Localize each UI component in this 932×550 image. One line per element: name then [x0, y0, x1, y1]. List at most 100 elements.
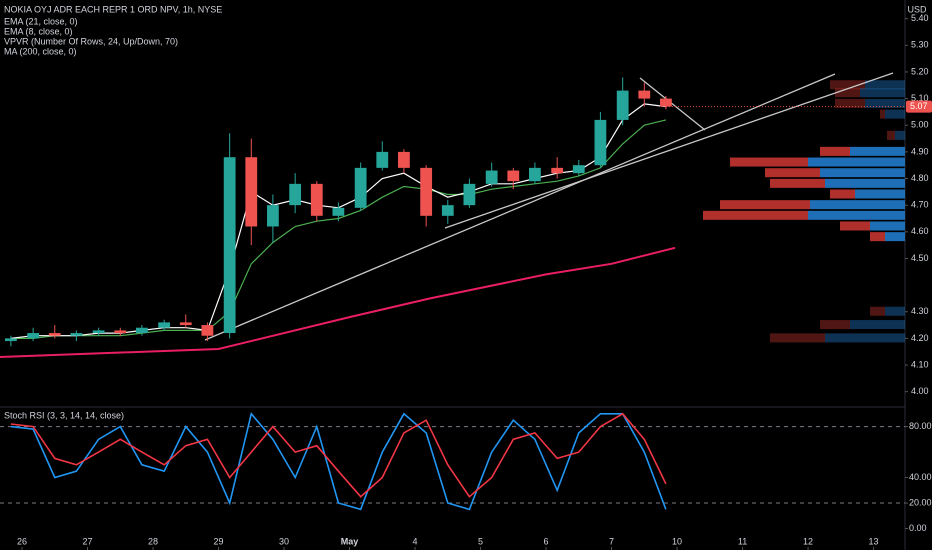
y-tick-label: 5.10: [911, 93, 929, 103]
candle-body: [289, 183, 302, 206]
y-tick-label: 4.00: [911, 386, 929, 396]
trendline: [639, 77, 706, 131]
vp-down-bar: [830, 189, 855, 199]
candle-body: [638, 90, 651, 99]
indicator-title: Stoch RSI (3, 3, 14, 14, close): [4, 410, 124, 420]
candle-body: [594, 119, 607, 166]
candle-body: [4, 338, 17, 342]
vp-down-bar: [870, 232, 885, 242]
x-tick-label: 11: [738, 536, 747, 546]
vp-up-bar: [865, 98, 905, 108]
x-tick-label: 13: [869, 536, 879, 546]
vp-down-bar: [830, 80, 865, 90]
vp-down-bar: [770, 333, 825, 343]
trendlines: [204, 72, 894, 341]
candle-body: [660, 98, 672, 107]
candle-body: [92, 330, 105, 334]
legend-entry: EMA (8, close, 0): [4, 26, 73, 36]
vp-down-bar: [880, 109, 885, 119]
x-tick-label: 5: [478, 536, 483, 546]
vp-up-bar: [810, 200, 905, 210]
vp-down-bar: [820, 146, 850, 156]
vp-down-bar: [770, 178, 825, 188]
candle-body: [551, 167, 564, 174]
x-tick-label: 12: [803, 536, 813, 546]
candle-body: [179, 322, 192, 326]
y-tick-label: 4.30: [911, 306, 929, 316]
vp-up-bar: [808, 157, 905, 167]
y-tick-label: 0.00: [909, 523, 927, 533]
candle-body: [376, 151, 389, 168]
vp-up-bar: [870, 221, 905, 231]
candle-body: [266, 205, 279, 227]
candle-body: [420, 167, 433, 216]
candle-body: [441, 205, 454, 216]
candle-body: [529, 167, 541, 182]
vp-up-bar: [825, 333, 905, 343]
y-tick-label: 4.70: [911, 200, 929, 210]
candle-body: [135, 327, 148, 334]
last-price-tag: [906, 100, 932, 113]
y-tick-label: 4.20: [911, 333, 929, 343]
candle-body: [310, 183, 323, 216]
candle-body: [572, 165, 585, 174]
candle-body: [201, 325, 214, 336]
legend-entry: EMA (21, close, 0): [4, 16, 78, 26]
candle-body: [507, 170, 520, 182]
x-tick-label: 30: [279, 536, 289, 546]
x-tick-label: 29: [214, 536, 224, 546]
y-tick-label: 5.20: [911, 66, 929, 76]
vp-down-bar: [835, 88, 860, 98]
vp-down-bar: [835, 98, 865, 108]
vp-up-bar: [860, 88, 905, 98]
x-tick-label: 7: [609, 536, 614, 546]
vp-up-bar: [865, 80, 905, 90]
candle-body: [398, 151, 410, 168]
x-tick-label: 6: [544, 536, 549, 546]
vp-down-bar: [820, 320, 850, 330]
vp-down-bar: [720, 200, 810, 210]
y-tick-label: 4.80: [911, 173, 929, 183]
trendline: [204, 73, 836, 341]
candle-body: [245, 157, 258, 227]
legend-entry: VPVR (Number Of Rows, 24, Up/Down, 70): [4, 36, 178, 46]
y-tick-label: 5.00: [911, 120, 929, 130]
stoch-line: [10, 412, 667, 511]
x-tick-label: 4: [413, 536, 418, 546]
x-tick-label: 10: [672, 536, 682, 546]
candle-body: [332, 207, 345, 216]
y-tick-label: 5.30: [911, 40, 929, 50]
vp-up-bar: [895, 130, 905, 140]
vp-down-bar: [840, 221, 870, 231]
candle-body: [616, 90, 629, 120]
vp-down-bar: [887, 130, 895, 140]
trendline: [444, 72, 894, 229]
candle-body: [463, 183, 476, 206]
vp-down-bar: [730, 157, 808, 167]
candle-body: [223, 157, 236, 334]
candle-body: [48, 333, 61, 336]
last-price-label: 5.07: [910, 101, 928, 111]
y-tick-label: 5.40: [911, 13, 929, 23]
vp-up-bar: [808, 210, 905, 220]
y-tick-label: 4.10: [911, 359, 929, 369]
y-tick-label: 80.00: [909, 421, 932, 431]
vp-down-bar: [765, 168, 820, 178]
y-tick-label: 4.50: [911, 253, 929, 263]
candle-body: [27, 333, 40, 339]
vp-down-bar: [703, 210, 808, 220]
vp-up-bar: [885, 232, 905, 242]
x-tick-label: May: [341, 536, 359, 546]
symbol-title: NOKIA OYJ ADR EACH REPR 1 ORD NPV, 1h, N…: [4, 4, 222, 14]
x-tick-label: 28: [148, 536, 158, 546]
legend-entry: MA (200, close, 0): [4, 46, 77, 56]
vp-up-bar: [850, 146, 905, 156]
vp-up-bar: [825, 178, 905, 188]
candle-body: [485, 170, 498, 184]
x-tick-label: 26: [17, 536, 27, 546]
y-tick-label: 4.90: [911, 146, 929, 156]
vp-up-bar: [885, 306, 905, 316]
vp-up-bar: [855, 189, 905, 199]
candle-body: [114, 330, 127, 334]
